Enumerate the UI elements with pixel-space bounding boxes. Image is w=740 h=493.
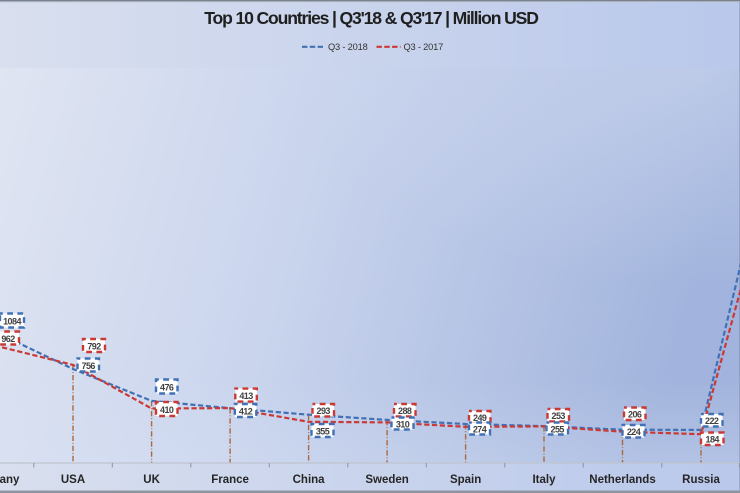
svg-text:310: 310 xyxy=(396,419,410,429)
svg-text:206: 206 xyxy=(628,410,642,420)
svg-text:222: 222 xyxy=(705,416,719,426)
svg-text:China: China xyxy=(293,474,326,486)
svg-text:Italy: Italy xyxy=(532,474,556,486)
svg-text:USA: USA xyxy=(61,474,85,486)
svg-text:Netherlands: Netherlands xyxy=(589,474,655,486)
svg-text:412: 412 xyxy=(239,406,253,416)
svg-text:476: 476 xyxy=(160,382,174,392)
svg-text:UK: UK xyxy=(143,474,160,486)
svg-text:Germany: Germany xyxy=(0,474,20,486)
svg-text:Sweden: Sweden xyxy=(365,474,408,486)
svg-text:756: 756 xyxy=(82,361,96,371)
svg-text:Q3 - 2018: Q3 - 2018 xyxy=(328,42,368,52)
svg-text:Top 10 Countries | Q3'18 & Q3': Top 10 Countries | Q3'18 & Q3'17 | Milli… xyxy=(204,8,538,28)
svg-text:255: 255 xyxy=(551,424,565,434)
svg-text:288: 288 xyxy=(398,406,412,416)
svg-text:410: 410 xyxy=(160,405,174,415)
svg-text:413: 413 xyxy=(239,391,253,401)
svg-text:274: 274 xyxy=(473,424,487,434)
svg-text:Q3 - 2017: Q3 - 2017 xyxy=(404,42,444,52)
svg-text:224: 224 xyxy=(627,427,641,437)
svg-text:Spain: Spain xyxy=(450,474,481,486)
svg-text:France: France xyxy=(211,474,249,486)
svg-text:Russia: Russia xyxy=(682,474,720,486)
svg-text:249: 249 xyxy=(473,413,487,423)
svg-text:962: 962 xyxy=(1,334,15,344)
svg-text:355: 355 xyxy=(316,426,330,436)
svg-text:184: 184 xyxy=(706,435,720,445)
svg-text:253: 253 xyxy=(552,411,566,421)
svg-text:1084: 1084 xyxy=(3,316,21,326)
svg-text:293: 293 xyxy=(317,406,331,416)
svg-text:792: 792 xyxy=(87,341,101,351)
